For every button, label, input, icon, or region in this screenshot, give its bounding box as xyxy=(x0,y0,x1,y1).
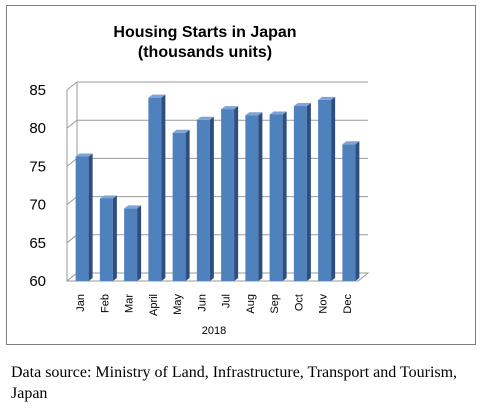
bar-chart: Housing Starts in Japan (thousands units… xyxy=(29,24,370,337)
bar-may xyxy=(172,129,190,281)
gridline-diagonal xyxy=(66,119,78,129)
x-tick-label: Feb xyxy=(99,294,111,313)
bar-jan xyxy=(75,153,93,281)
x-tick-label: May xyxy=(172,294,184,315)
x-axis-ticks: Jan Feb Mar April May Jun Jul Aug Sep Oct Nov Dec xyxy=(75,294,354,317)
bars xyxy=(75,94,360,282)
x-axis-label: 2018 xyxy=(202,325,226,337)
x-tick-label: Dec xyxy=(342,294,354,314)
bar-feb xyxy=(99,195,117,281)
gridline-diagonal xyxy=(66,158,78,167)
chart-floor xyxy=(65,272,370,282)
x-tick-label: Mar xyxy=(124,294,136,313)
y-axis-ticks: 60 65 70 75 80 85 xyxy=(29,82,46,290)
chart-title-line-1: Housing Starts in Japan xyxy=(113,24,296,41)
y-tick-label: 70 xyxy=(29,197,46,214)
bar-jul xyxy=(221,106,239,281)
y-tick-label: 85 xyxy=(29,82,46,99)
x-tick-label: Jun xyxy=(196,294,208,312)
y-tick-label: 75 xyxy=(29,158,46,175)
x-tick-label: Sep xyxy=(269,294,281,314)
y-tick-label: 60 xyxy=(29,273,46,290)
gridline-diagonal xyxy=(66,196,78,205)
x-tick-label: Jan xyxy=(75,294,87,312)
chart-floor-plane xyxy=(65,272,370,282)
gridline-diagonal xyxy=(66,234,78,244)
chart-title-line-2: (thousands units) xyxy=(138,44,272,61)
x-tick-label: April xyxy=(148,294,160,316)
gridline-diagonal xyxy=(66,81,78,91)
bar-nov xyxy=(318,96,336,281)
y-tick-label: 80 xyxy=(29,120,46,137)
x-tick-label: Nov xyxy=(318,294,330,314)
bar-april xyxy=(148,94,166,281)
bar-mar xyxy=(124,205,142,281)
data-source-note: Data source: Ministry of Land, Infrastru… xyxy=(11,364,458,402)
x-tick-label: Aug xyxy=(245,294,257,314)
bar-aug xyxy=(245,112,263,281)
bar-jun xyxy=(196,116,214,282)
x-tick-label: Jul xyxy=(221,294,233,308)
bar-oct xyxy=(293,103,311,281)
y-tick-label: 65 xyxy=(29,235,46,252)
bar-dec xyxy=(342,141,360,281)
bar-sep xyxy=(269,111,287,281)
x-tick-label: Oct xyxy=(293,294,305,311)
